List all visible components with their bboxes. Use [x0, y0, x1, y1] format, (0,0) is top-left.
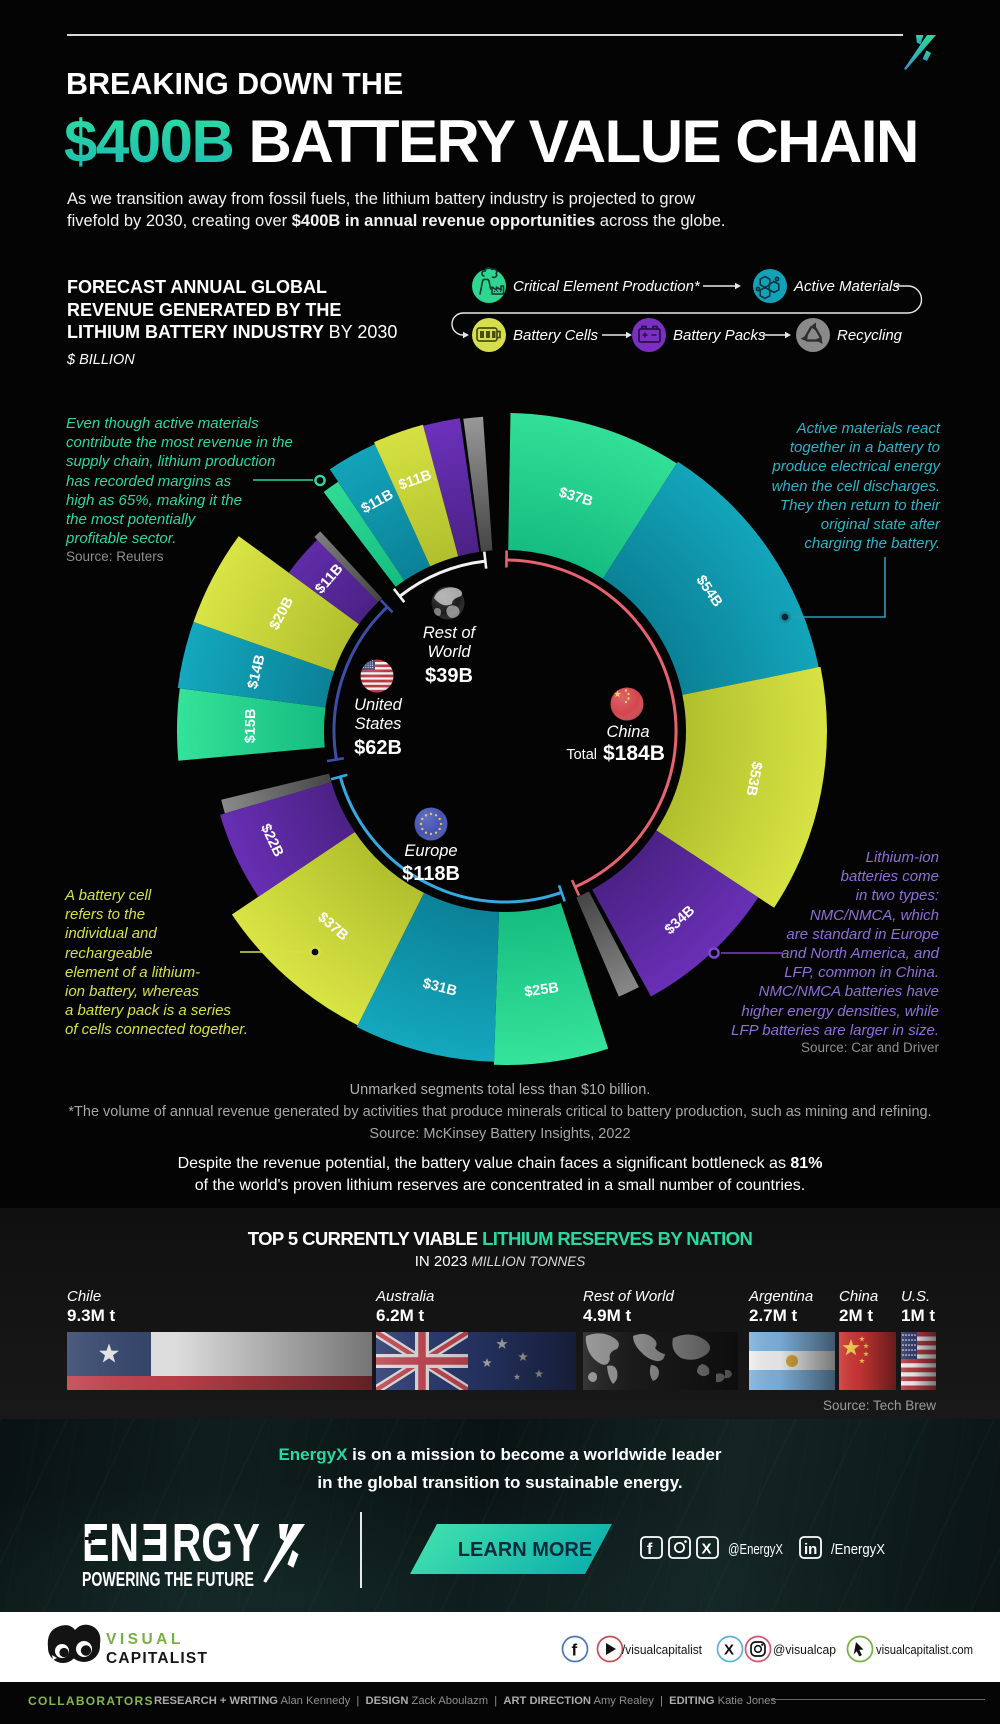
svg-text:X: X	[724, 1642, 734, 1659]
svg-text:f: f	[572, 1641, 578, 1660]
svg-text:LEARN MORE: LEARN MORE	[458, 1539, 592, 1561]
svg-text:VISUAL: VISUAL	[106, 1631, 184, 1648]
svg-text:X: X	[702, 1541, 712, 1558]
svg-text:@EnergyX: @EnergyX	[728, 1541, 783, 1558]
svg-text:/visualcapitalist: /visualcapitalist	[622, 1642, 702, 1657]
svg-text:$53B: $53B	[742, 760, 764, 797]
svg-text:in: in	[804, 1541, 817, 1558]
svg-text:E: E	[141, 1513, 169, 1573]
svg-text:visualcapitalist.com: visualcapitalist.com	[876, 1642, 973, 1657]
svg-text:$15B: $15B	[243, 708, 260, 743]
svg-text:@visualcap: @visualcap	[773, 1642, 836, 1657]
svg-text:$14B: $14B	[245, 653, 269, 690]
svg-text:/EnergyX: /EnergyX	[831, 1541, 885, 1558]
svg-text:CAPITALIST: CAPITALIST	[106, 1650, 208, 1667]
svg-text:f: f	[647, 1541, 653, 1558]
svg-text:$25B: $25B	[523, 980, 560, 1001]
svg-text:POWERING THE FUTURE: POWERING THE FUTURE	[82, 1569, 254, 1591]
svg-text:RGY: RGY	[172, 1513, 260, 1573]
